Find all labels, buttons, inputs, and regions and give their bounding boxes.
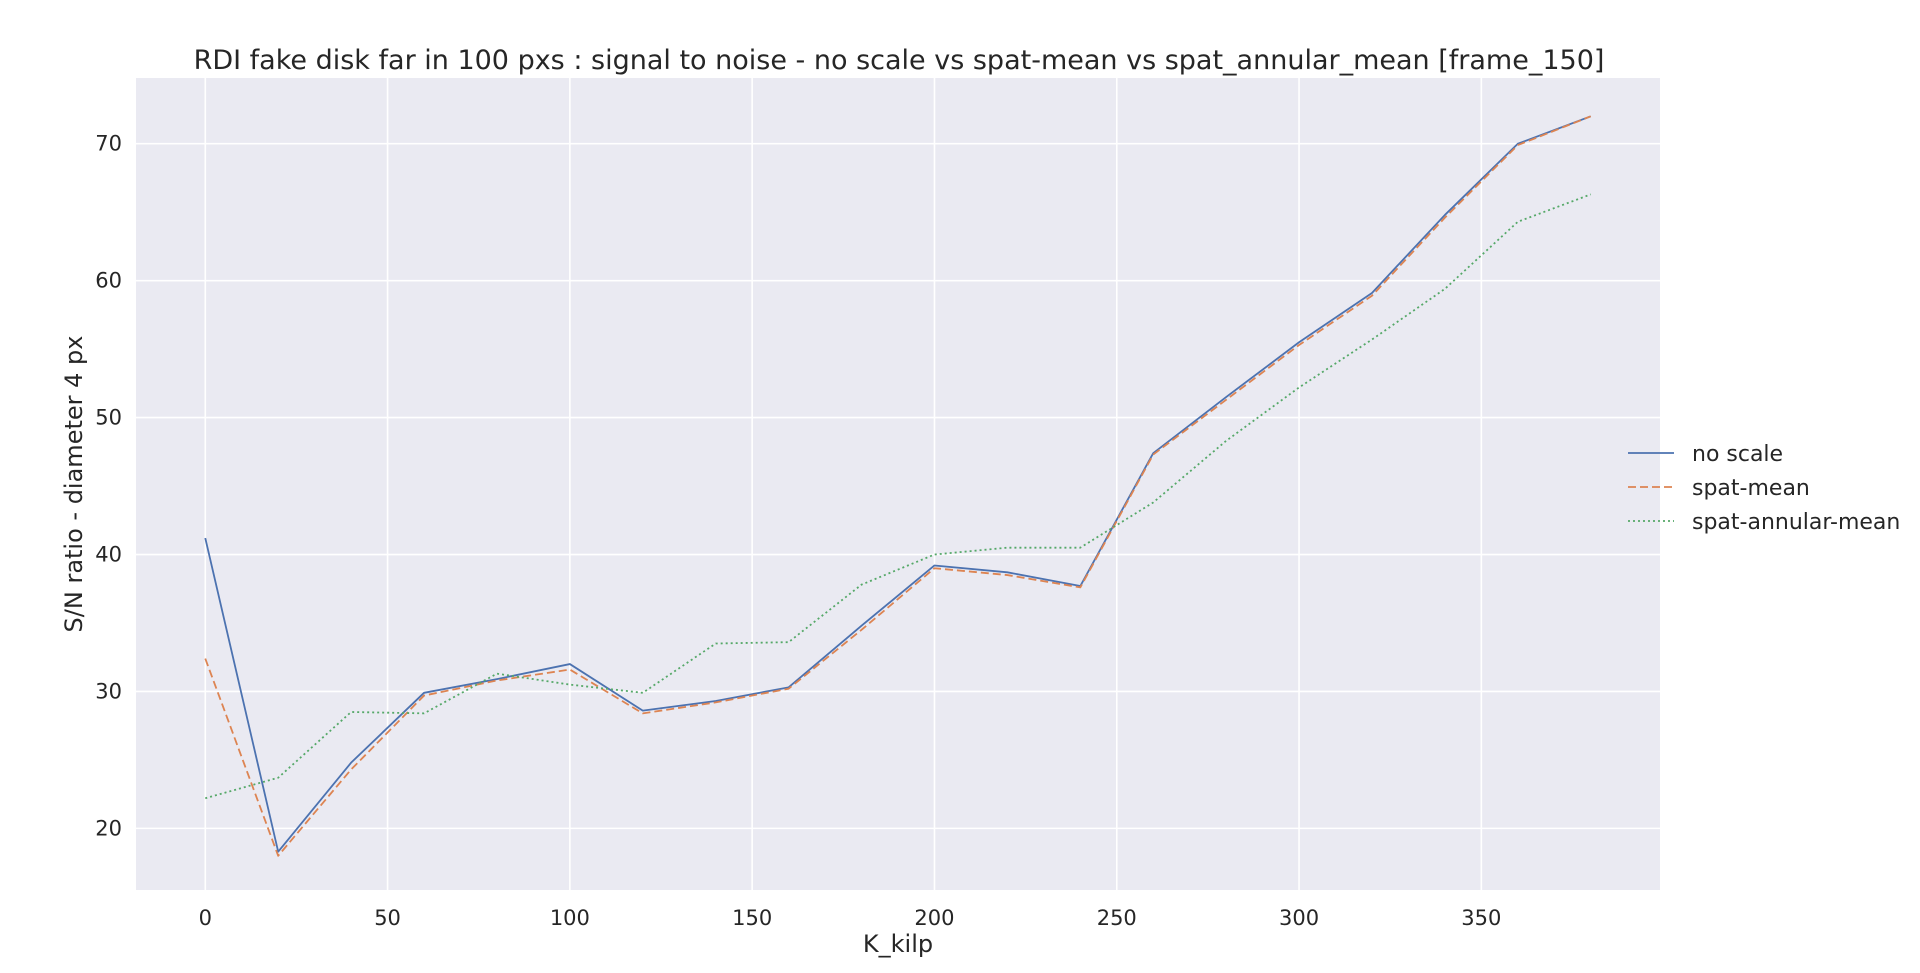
- chart-title: RDI fake disk far in 100 pxs : signal to…: [194, 45, 1605, 76]
- x-tick-label: 200: [914, 906, 954, 930]
- y-tick-labels: 20 30 40 50 60 70: [95, 132, 122, 841]
- x-tick-label: 0: [199, 906, 212, 930]
- legend-label-no-scale: no scale: [1692, 442, 1783, 467]
- legend-label-spat-annular-mean: spat-annular-mean: [1692, 510, 1900, 535]
- y-tick-label: 20: [95, 816, 122, 840]
- y-tick-label: 60: [95, 269, 122, 293]
- x-tick-labels: 0 50 100 150 200 250 300 350: [199, 906, 1502, 930]
- y-tick-label: 50: [95, 406, 122, 430]
- y-axis-label: S/N ratio - diameter 4 px: [60, 336, 88, 633]
- legend-label-spat-mean: spat-mean: [1692, 476, 1810, 501]
- y-tick-label: 40: [95, 543, 122, 567]
- x-tick-label: 100: [550, 906, 590, 930]
- x-axis-label: K_kilp: [863, 930, 933, 958]
- plot-area: [136, 78, 1660, 890]
- series-line-spat-annular-mean: [205, 193, 1592, 800]
- series-line-spat-mean: [204, 115, 1592, 857]
- x-tick-label: 150: [732, 906, 772, 930]
- y-tick-label: 70: [95, 132, 122, 156]
- x-tick-label: 300: [1279, 906, 1319, 930]
- legend: no scale spat-mean spat-annular-mean: [1628, 442, 1900, 535]
- series-lines: [204, 115, 1592, 857]
- gridlines: [136, 78, 1660, 890]
- x-tick-label: 350: [1461, 906, 1501, 930]
- x-tick-label: 250: [1097, 906, 1137, 930]
- y-tick-label: 30: [95, 679, 122, 703]
- x-tick-label: 50: [374, 906, 401, 930]
- series-line-no-scale: [204, 115, 1592, 853]
